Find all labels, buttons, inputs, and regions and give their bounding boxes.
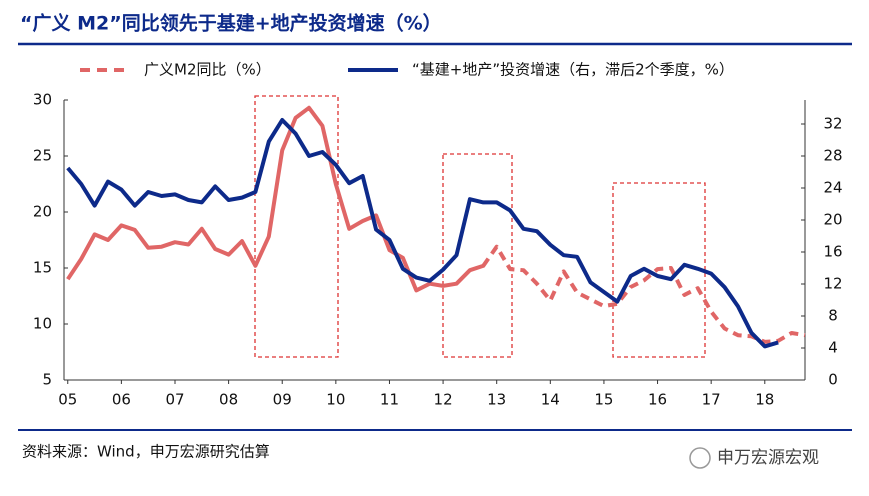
series-line: [66, 118, 779, 349]
x-tick-label: 08: [219, 391, 238, 409]
x-tick-label: 13: [487, 391, 506, 409]
y2-tick-label: 16: [823, 243, 842, 261]
y-tick-label: 20: [33, 203, 52, 221]
wechat-icon: [689, 447, 711, 469]
series-line: [66, 105, 806, 344]
legend-label: 广义M2同比（%）: [144, 61, 271, 79]
x-tick-label: 17: [702, 391, 721, 409]
y2-tick-label: 0: [828, 371, 838, 389]
x-tick-label: 12: [434, 391, 453, 409]
y2-tick-label: 8: [828, 307, 838, 325]
x-tick-label: 10: [326, 391, 345, 409]
x-tick-label: 18: [755, 391, 774, 409]
y2-tick-label: 32: [823, 115, 842, 133]
y2-tick-label: 12: [823, 275, 842, 293]
y-tick-label: 5: [42, 371, 52, 389]
source-note: 资料来源：Wind，申万宏源研究估算: [22, 443, 270, 461]
x-tick-label: 07: [165, 391, 184, 409]
watermark: 申万宏源宏观: [717, 448, 819, 468]
x-tick-label: 15: [594, 391, 613, 409]
y2-tick-label: 28: [823, 147, 842, 165]
y-tick-label: 30: [33, 91, 52, 109]
x-tick-label: 06: [112, 391, 131, 409]
highlight-box: [254, 95, 339, 358]
highlight-box: [442, 153, 513, 358]
y-tick-label: 25: [33, 147, 52, 165]
x-tick-label: 11: [380, 391, 399, 409]
x-tick-label: 14: [541, 391, 560, 409]
y-tick-label: 15: [33, 259, 52, 277]
y-tick-label: 10: [33, 315, 52, 333]
y2-tick-label: 4: [828, 339, 838, 357]
y2-tick-label: 24: [823, 179, 842, 197]
x-tick-label: 16: [648, 391, 667, 409]
y2-tick-label: 20: [823, 211, 842, 229]
legend-label: “基建+地产”投资增速（右，滞后2个季度，%）: [412, 61, 734, 79]
x-tick-label: 09: [273, 391, 292, 409]
x-tick-label: 05: [58, 391, 77, 409]
chart-title: “广义 M2”同比领先于基建+地产投资增速（%）: [20, 12, 442, 35]
